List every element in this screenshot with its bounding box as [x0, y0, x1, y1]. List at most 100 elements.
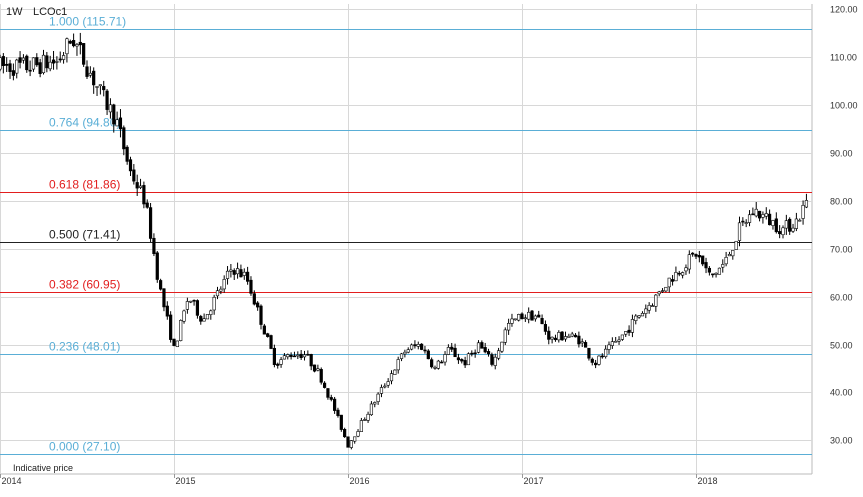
candle-body: [169, 314, 173, 340]
candle-body: [741, 220, 745, 223]
candle-body: [309, 354, 313, 367]
candle-body: [249, 279, 253, 294]
candle-body: [242, 271, 246, 276]
candle-body: [296, 354, 300, 357]
candle-body: [185, 301, 189, 310]
candle-body: [108, 104, 113, 113]
candle-body: [346, 436, 350, 448]
candle-body: [624, 331, 628, 335]
symbol-label: LCOc1: [33, 6, 67, 18]
candle-body: [744, 222, 748, 224]
candle-body: [711, 273, 715, 276]
candle-body: [28, 69, 32, 72]
candle-body: [279, 359, 283, 365]
candle-body: [433, 367, 437, 369]
candle-body: [486, 351, 491, 355]
candle-body: [513, 318, 517, 321]
candle-body: [466, 353, 471, 366]
candle-body: [272, 347, 276, 365]
candle-body: [687, 254, 691, 270]
candle-body: [148, 207, 153, 239]
candle-body: [781, 227, 785, 236]
y-tick-label: 60.00: [830, 293, 853, 303]
candle-body: [192, 299, 196, 302]
y-tick-label: 70.00: [830, 245, 853, 255]
candle-body: [85, 66, 89, 77]
y-tick-label: 100.00: [830, 101, 858, 111]
y-tick-label: 40.00: [830, 388, 853, 398]
candle-body: [701, 255, 705, 265]
candle-body: [547, 330, 551, 340]
candle-body: [326, 388, 330, 398]
candle-body: [473, 352, 477, 355]
y-tick-label: 30.00: [830, 436, 853, 446]
candle-body: [363, 419, 367, 421]
candle-body: [78, 41, 82, 46]
x-tick-label: 2016: [350, 476, 370, 486]
candle-body: [292, 355, 297, 358]
candle-body: [252, 293, 256, 305]
candle-body: [256, 302, 260, 308]
candle-body: [420, 343, 424, 350]
candle-body: [747, 214, 752, 223]
candle-body: [25, 55, 29, 71]
candle-body: [306, 353, 310, 356]
candle-body: [102, 86, 106, 91]
candle-body: [503, 329, 507, 343]
candle-body: [246, 271, 250, 282]
fib-level-label: 0.764 (94.80): [49, 116, 120, 130]
y-tick-label: 50.00: [830, 341, 853, 351]
candle-body: [349, 440, 353, 448]
candle-body: [757, 210, 762, 219]
candle-body: [38, 62, 42, 74]
candle-body: [727, 254, 732, 257]
candle-body: [627, 329, 631, 333]
candle-body: [356, 431, 360, 437]
candle-body: [369, 403, 374, 416]
candle-body: [637, 315, 641, 318]
candle-body: [175, 340, 179, 348]
candle-body: [353, 436, 357, 442]
candle-body: [694, 254, 698, 257]
candle-body: [721, 264, 725, 268]
candle-body: [155, 252, 159, 280]
candle-body: [48, 61, 52, 70]
candle-body: [359, 420, 363, 432]
interval-label: 1W: [6, 6, 23, 18]
candle-body: [617, 339, 621, 342]
candle-body: [11, 70, 15, 76]
candle-body: [774, 218, 778, 233]
x-tick-label: 2017: [524, 476, 544, 486]
candle-body: [75, 44, 79, 47]
candle-body: [58, 58, 62, 61]
candle-body: [72, 40, 76, 47]
candle-body: [677, 272, 681, 275]
candle-body: [159, 280, 163, 290]
candle-body: [517, 314, 521, 321]
candle-body: [764, 213, 768, 217]
candle-body: [436, 360, 440, 369]
candle-body: [262, 325, 266, 335]
candle-body: [610, 341, 614, 346]
candle-body: [152, 237, 156, 254]
candle-body: [533, 315, 537, 320]
candle-body: [527, 311, 531, 320]
candle-body: [145, 202, 149, 208]
candle-body: [523, 317, 527, 320]
candle-body: [8, 63, 12, 72]
candle-body: [386, 381, 390, 386]
candle-body: [312, 364, 317, 372]
candle-body: [403, 351, 407, 355]
candle-body: [396, 359, 400, 371]
candle-body: [286, 354, 290, 358]
candle-body: [681, 272, 685, 276]
fib-level-label: 0.618 (81.86): [49, 178, 120, 192]
candle-body: [520, 313, 524, 319]
candle-body: [212, 296, 216, 311]
candle-body: [620, 334, 624, 340]
candle-body: [493, 356, 497, 366]
candle-body: [282, 355, 287, 360]
candle-body: [804, 200, 809, 208]
candle-body: [476, 342, 481, 353]
candle-body: [118, 117, 123, 130]
